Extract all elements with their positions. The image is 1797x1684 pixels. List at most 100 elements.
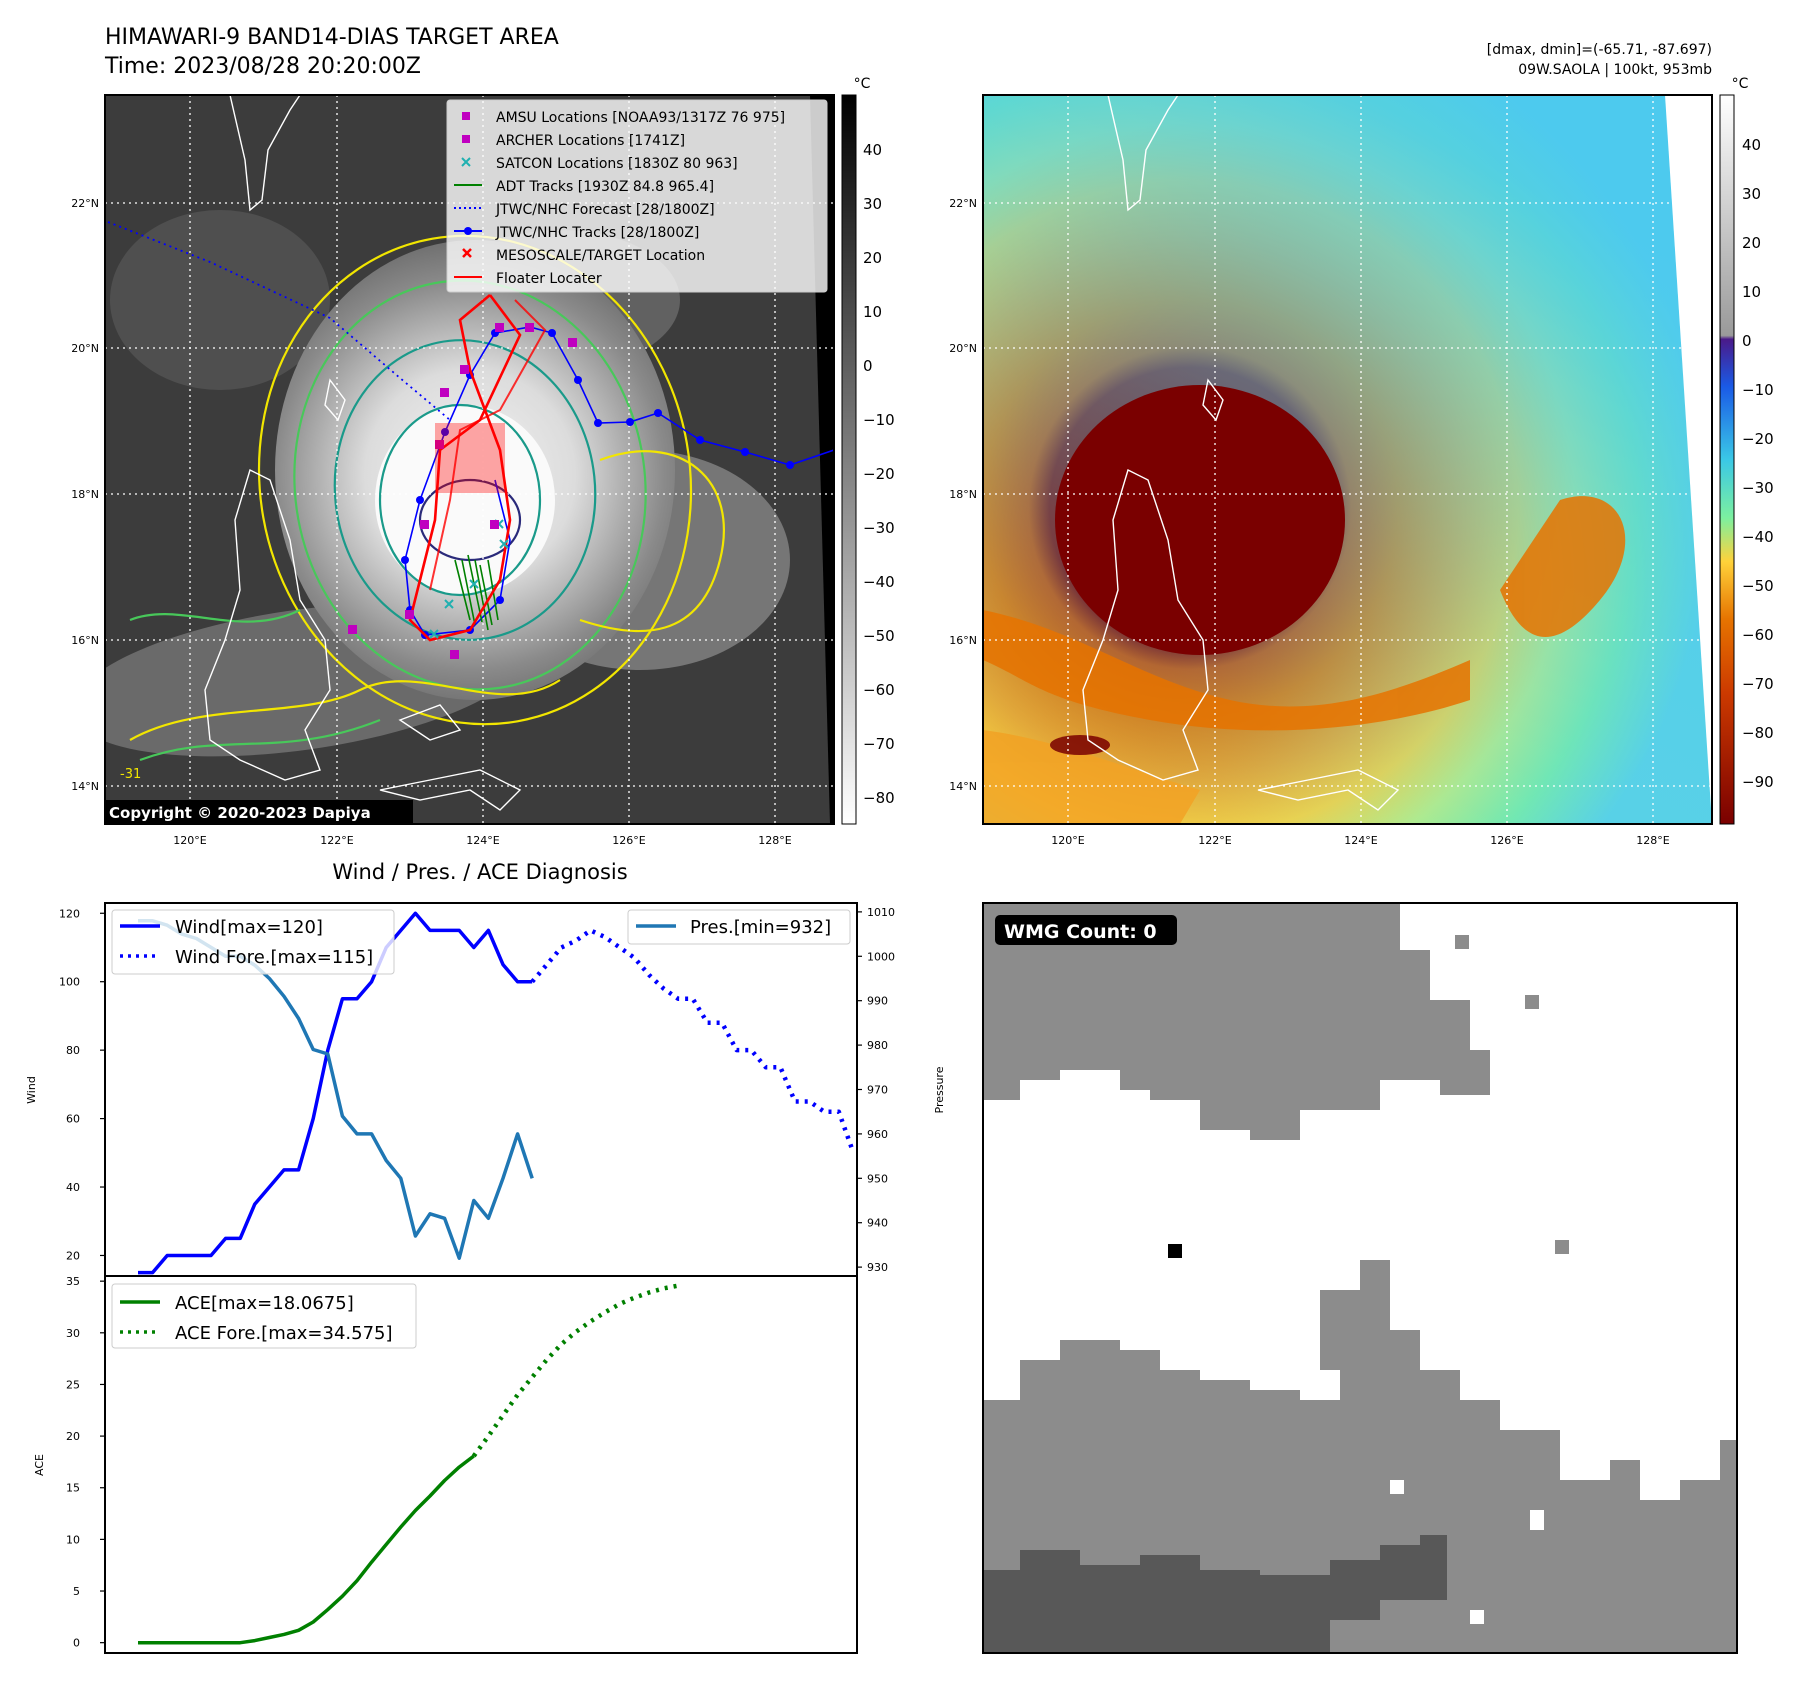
wind-line-1 [530, 928, 856, 1154]
wind-y-tick-label: 20 [66, 1249, 80, 1262]
ace-y-tick-label: 5 [73, 1585, 80, 1598]
wv-lat-labels: 22°N 20°N 18°N 16°N 14°N [949, 197, 977, 793]
ir-storm-core [375, 405, 555, 595]
ace-y-tick-label: 35 [66, 1275, 80, 1288]
ir-lon-labels: 120°E 122°E 124°E 126°E 128°E [173, 834, 791, 847]
ace-y-tick-label: 15 [66, 1482, 80, 1495]
legend-box [446, 99, 828, 293]
ace-y-tick-label: 0 [73, 1637, 80, 1650]
wind-y-tick-label: 80 [66, 1044, 80, 1057]
wind-y-tick-label: 40 [66, 1181, 80, 1194]
wmg-grey-region-bottom [983, 1260, 1737, 1653]
ir-map-legend: AMSU Locations [NOAA93/1317Z 76 975] ARC… [446, 99, 828, 293]
wv-lon-labels: 120°E 122°E 124°E 126°E 128°E [1051, 834, 1669, 847]
wmg-panel: WMG Count: 0 [982, 902, 1738, 1654]
svg-text:−40: −40 [863, 573, 895, 591]
svg-text:14°N: 14°N [71, 780, 99, 793]
legend-entry-archer: ARCHER Locations [1741Z] [462, 133, 685, 149]
svg-text:18°N: 18°N [71, 488, 99, 501]
ir-colorbar-ticks: 40 30 20 10 0 −10 −20 −30 −40 −50 −60 −7… [863, 141, 895, 807]
svg-text:JTWC/NHC Forecast [28/1800Z]: JTWC/NHC Forecast [28/1800Z] [495, 202, 715, 218]
wind-y-tick-label: 120 [59, 907, 80, 920]
legend-entry-mesoscale: MESOSCALE/TARGET Location [462, 248, 705, 264]
svg-text:18°N: 18°N [949, 488, 977, 501]
wv-eye-region [1055, 385, 1345, 655]
svg-text:−10: −10 [863, 411, 895, 429]
wmg-specks [1210, 935, 1569, 1254]
wmg-white-holes [1390, 1480, 1544, 1624]
wmg-dark-region [983, 1535, 1447, 1653]
wv-coastlines [1082, 95, 1400, 811]
diagnosis-title: Wind / Pres. / ACE Diagnosis [332, 860, 627, 884]
svg-text:126°E: 126°E [612, 834, 645, 847]
floater-locater [408, 294, 547, 642]
svg-text:128°E: 128°E [1636, 834, 1669, 847]
pressure-y-axis-label: Pressure [933, 1066, 946, 1113]
pres-legend-label: Pres.[min=932] [690, 917, 831, 938]
svg-text:−60: −60 [863, 681, 895, 699]
wind-line-0 [138, 911, 533, 1275]
svg-text:0: 0 [863, 357, 873, 375]
wv-grid [983, 95, 1712, 824]
wmg-count-label: WMG Count: 0 [1004, 921, 1157, 943]
svg-text:−70: −70 [863, 735, 895, 753]
svg-text:20: 20 [1742, 234, 1761, 252]
ace-y-tick-label: 20 [66, 1430, 80, 1443]
svg-text:20°N: 20°N [949, 342, 977, 355]
svg-text:10: 10 [1742, 283, 1761, 301]
pres-y-tick-label: 1000 [867, 950, 895, 963]
svg-text:30: 30 [863, 195, 882, 213]
storm-info-label: 09W.SAOLA | 100kt, 953mb [1518, 62, 1712, 78]
ace-y-ticks: 0 5 10 15 20 25 30 35 [66, 1275, 105, 1650]
copyright-text: Copyright © 2020-2023 Dapiya [109, 804, 371, 822]
mesoscale-target-box [435, 423, 505, 493]
wind-y-tick-label: 100 [59, 976, 80, 989]
svg-text:20°N: 20°N [71, 342, 99, 355]
svg-text:16°N: 16°N [71, 634, 99, 647]
svg-text:−20: −20 [863, 465, 895, 483]
wmg-grey-region-top [983, 903, 1490, 1140]
wv-map-panel [983, 95, 1712, 824]
svg-text:40: 40 [1742, 136, 1761, 154]
ace-y-tick-label: 25 [66, 1378, 80, 1391]
svg-text:40: 40 [863, 141, 882, 159]
pres-legend: Pres.[min=932] [627, 909, 851, 945]
svg-text:−10: −10 [1742, 381, 1774, 399]
legend-entry-adt: ADT Tracks [1930Z 84.8 965.4] [454, 179, 714, 195]
pres-y-tick-label: 960 [867, 1128, 888, 1141]
wv-colorbar-ticks: 40 30 20 10 0 −10 −20 −30 −40 −50 −60 −7… [1742, 136, 1774, 791]
wind-legend-label: Wind[max=120] [175, 917, 323, 938]
legend-entry-floater: Floater Locater [454, 271, 602, 287]
svg-text:−50: −50 [863, 627, 895, 645]
legend-entry-satcon: SATCON Locations [1830Z 80 963] [461, 156, 738, 172]
ace-legend: ACE[max=18.0675] ACE Fore.[max=34.575] [111, 1283, 417, 1349]
ace-y-axis-label: ACE [33, 1454, 46, 1476]
svg-text:SATCON Locations [1830Z 80 963: SATCON Locations [1830Z 80 963] [496, 156, 738, 172]
svg-text:−60: −60 [1742, 626, 1774, 644]
svg-text:−70: −70 [1742, 675, 1774, 693]
wv-colorbar-unit: °C [1732, 76, 1749, 92]
adt-tracks [454, 554, 499, 631]
svg-text:124°E: 124°E [1344, 834, 1377, 847]
legend-entry-jtwc-forecast: JTWC/NHC Forecast [28/1800Z] [454, 202, 715, 218]
wmg-count-badge [995, 915, 1177, 945]
svg-text:20: 20 [863, 249, 882, 267]
ir-colorbar-unit: °C [854, 76, 871, 92]
svg-text:22°N: 22°N [71, 197, 99, 210]
svg-text:124°E: 124°E [466, 834, 499, 847]
svg-text:122°E: 122°E [1198, 834, 1231, 847]
wv-cloud-bands [983, 496, 1626, 824]
wmg-dark-cell [1168, 1244, 1182, 1258]
pres-y-tick-label: 970 [867, 1084, 888, 1097]
ace-line-0 [138, 1454, 475, 1645]
legend-entry-amsu: AMSU Locations [NOAA93/1317Z 76 975] [462, 110, 785, 126]
svg-text:128°E: 128°E [758, 834, 791, 847]
svg-text:122°E: 122°E [320, 834, 353, 847]
copyright-badge [105, 800, 413, 824]
svg-text:Floater Locater: Floater Locater [496, 271, 602, 287]
ir-lat-labels: 22°N 20°N 18°N 16°N 14°N [71, 197, 99, 793]
svg-text:−90: −90 [1742, 773, 1774, 791]
svg-text:AMSU Locations [NOAA93/1317Z 7: AMSU Locations [NOAA93/1317Z 76 975] [496, 110, 785, 126]
pres-y-ticks: 930 940 950 960 970 980 990 1000 1010 [857, 906, 895, 1274]
